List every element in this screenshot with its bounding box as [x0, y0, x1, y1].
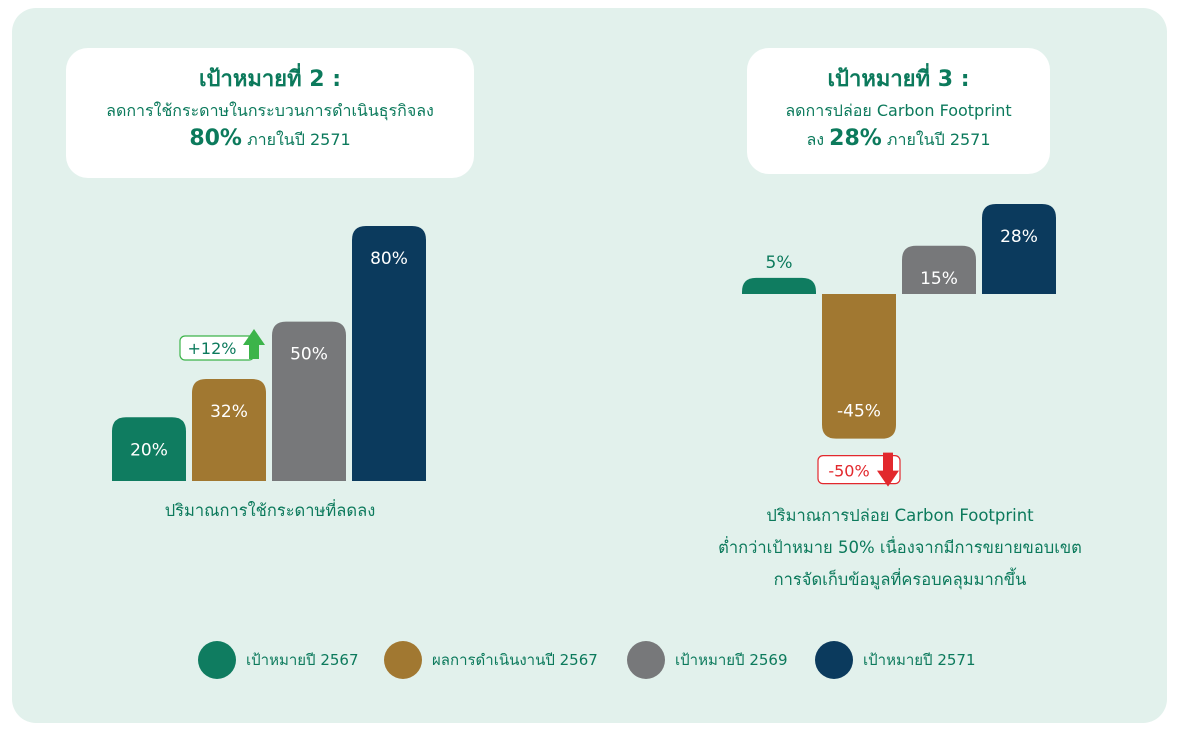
- chart-1-bar-1: [112, 417, 186, 481]
- chart-2-caption: ปริมาณการปล่อย Carbon Footprint ต่ำกว่าเ…: [650, 500, 1150, 596]
- legend-item-target-2567: เป้าหมายปี 2567: [198, 641, 359, 679]
- goal-2-target-year: ภายในปี 2571: [241, 130, 351, 149]
- goal-3-target: ลง 28% ภายในปี 2571: [747, 124, 1050, 155]
- legend-swatch-result-2567: [384, 641, 422, 679]
- chart-2-caption-line-2: ต่ำกว่าเป้าหมาย 50% เนื่องจากมีการขยายขอ…: [718, 538, 1082, 557]
- chart-1-bar-label-4: 80%: [370, 249, 408, 269]
- chart-2-change-badge: [817, 455, 901, 485]
- legend-swatch-target-2569: [627, 641, 665, 679]
- goal-3-title: เป้าหมายที่ 3 :: [827, 67, 970, 92]
- chart-1-bar-3: [272, 321, 346, 481]
- legend-swatch-target-2567: [198, 641, 236, 679]
- chart-1-bar-label-2: 32%: [210, 402, 248, 422]
- goal-3-target-prefix: ลง: [806, 130, 830, 149]
- chart-2-caption-line-1: ปริมาณการปล่อย Carbon Footprint: [766, 506, 1034, 525]
- down-arrow-icon: [877, 452, 899, 487]
- up-arrow-icon: [243, 329, 265, 359]
- chart-2-bar-1: [742, 277, 816, 294]
- chart-1-bar-label-3: 50%: [290, 345, 328, 365]
- chart-1-change-label: +12%: [188, 339, 237, 358]
- chart-1-bar-label-1: 20%: [130, 440, 168, 460]
- goal-2-title: เป้าหมายที่ 2 :: [198, 67, 341, 92]
- chart-2-bar-2: [822, 294, 896, 439]
- chart-2-caption-line-3: การจัดเก็บข้อมูลที่ครอบคลุมมากขึ้น: [773, 570, 1027, 589]
- goal-2-card: เป้าหมายที่ 2 : ลดการใช้กระดาษในกระบวนกา…: [66, 48, 474, 178]
- chart-1-bar-4: [352, 226, 426, 481]
- chart-2-bar-label-3: 15%: [920, 269, 958, 289]
- legend-label-target-2571: เป้าหมายปี 2571: [863, 651, 976, 669]
- legend-item-target-2571: เป้าหมายปี 2571: [815, 641, 976, 679]
- legend-label-target-2569: เป้าหมายปี 2569: [675, 651, 788, 669]
- chart-2-change-label: -50%: [828, 462, 869, 481]
- legend-item-result-2567: ผลการดำเนินงานปี 2567: [384, 641, 598, 679]
- goal-3-target-value: 28%: [829, 126, 882, 151]
- legend-label-result-2567: ผลการดำเนินงานปี 2567: [432, 651, 598, 669]
- legend-swatch-target-2571: [815, 641, 853, 679]
- legend-label-target-2567: เป้าหมายปี 2567: [246, 651, 359, 669]
- goal-2-target: 80% ภายในปี 2571: [66, 124, 474, 155]
- chart-2-bar-label-4: 28%: [1000, 227, 1038, 247]
- goal-3-target-year: ภายในปี 2571: [881, 130, 991, 149]
- goal-2-description: ลดการใช้กระดาษในกระบวนการดำเนินธุรกิจลง: [106, 101, 434, 120]
- goal-3-card: เป้าหมายที่ 3 : ลดการปล่อย Carbon Footpr…: [747, 48, 1050, 174]
- chart-2-bar-label-1: 5%: [766, 253, 793, 273]
- legend: เป้าหมายปี 2567 ผลการดำเนินงานปี 2567 เป…: [0, 641, 1180, 681]
- chart-1-bar-2: [192, 379, 266, 481]
- chart-2-bar-3: [902, 245, 976, 294]
- goal-3-description: ลดการปล่อย Carbon Footprint: [785, 101, 1012, 120]
- chart-2-bar-4: [982, 204, 1056, 294]
- legend-item-target-2569: เป้าหมายปี 2569: [627, 641, 788, 679]
- chart-2-bar-label-2: -45%: [837, 402, 881, 422]
- chart-1-caption: ปริมาณการใช้กระดาษที่ลดลง: [164, 501, 376, 520]
- goal-2-target-value: 80%: [189, 126, 242, 151]
